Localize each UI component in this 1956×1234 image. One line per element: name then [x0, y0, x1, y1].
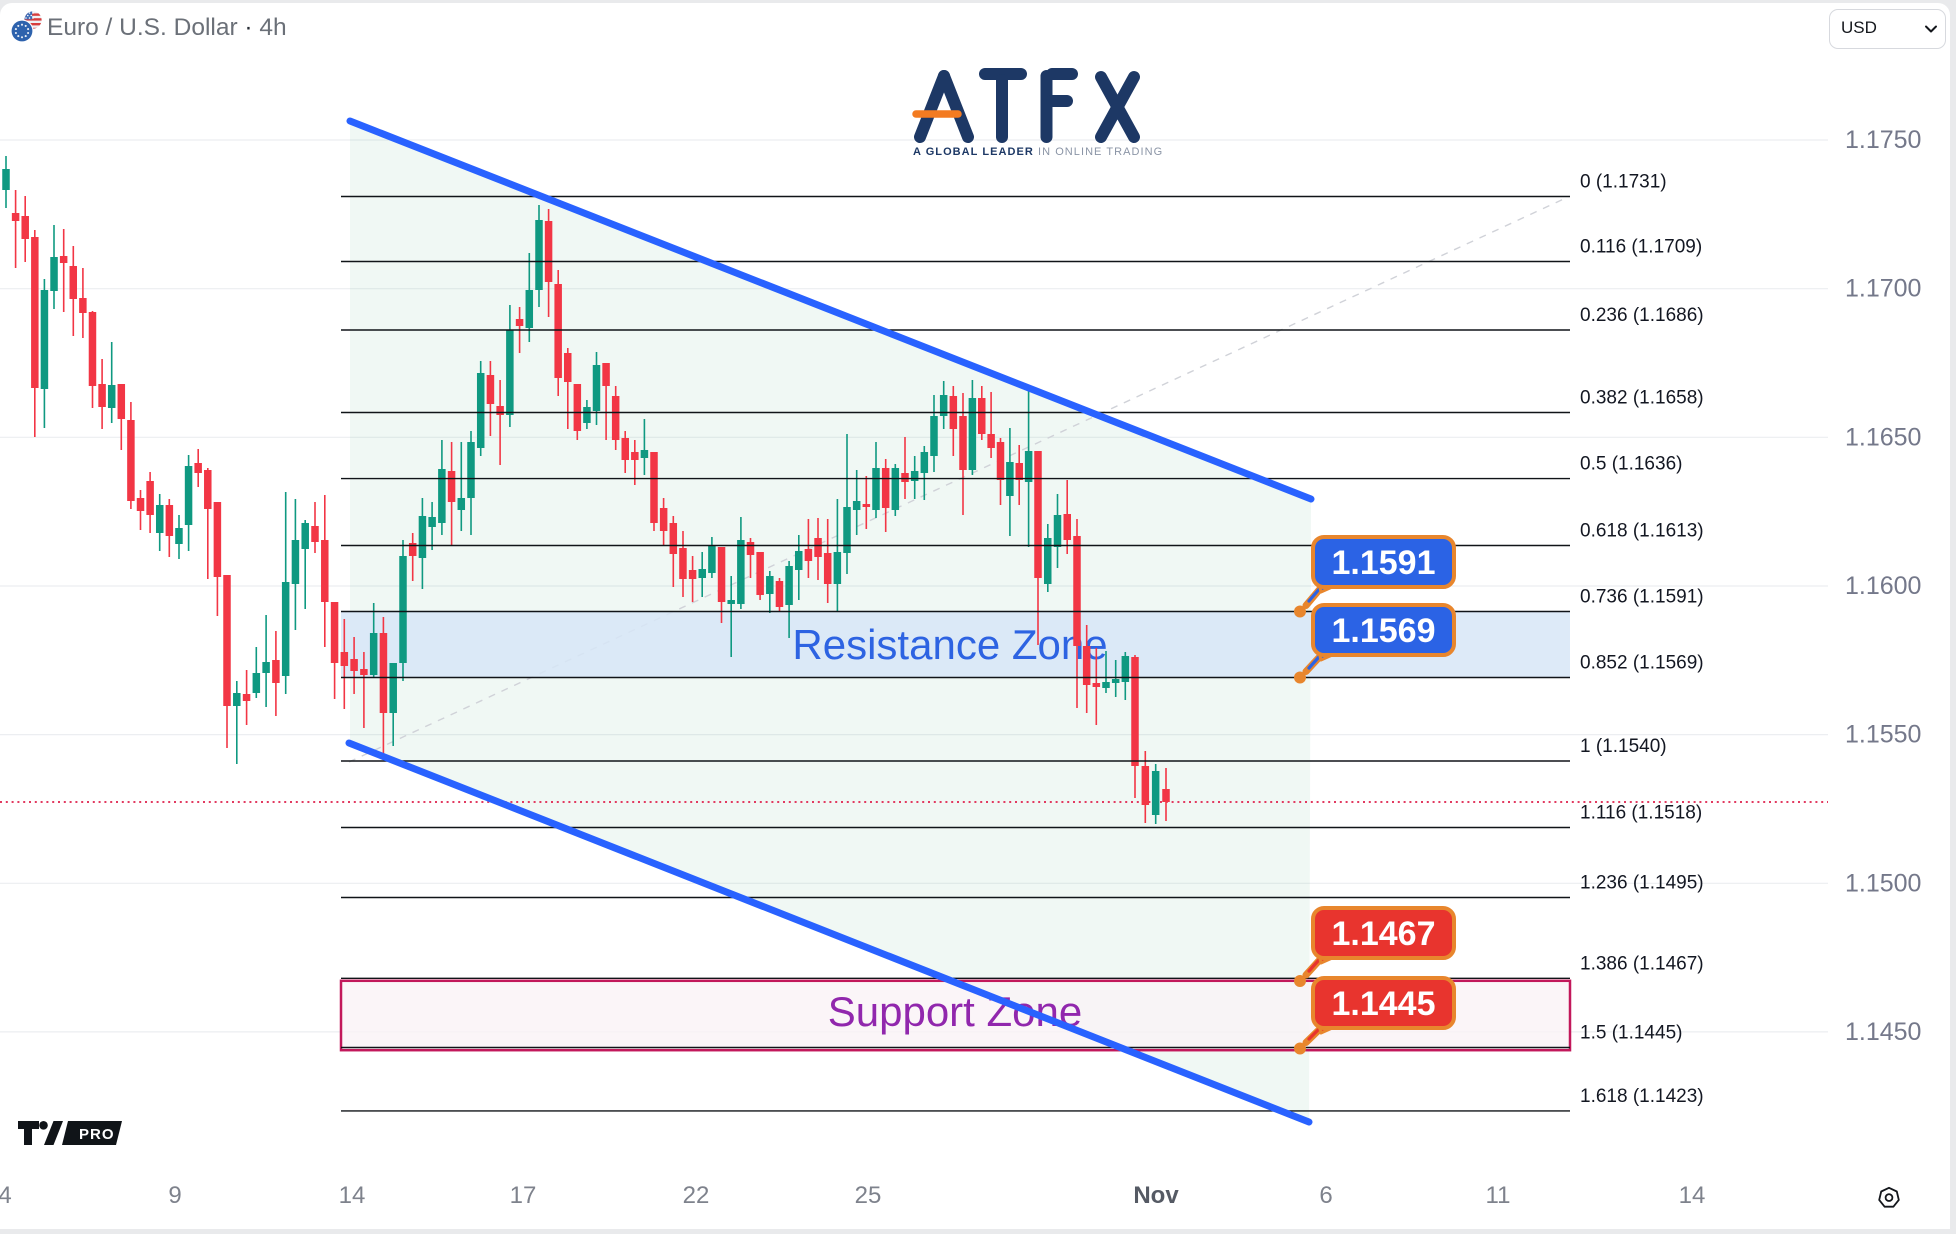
- svg-text:9: 9: [168, 1182, 181, 1209]
- svg-text:22: 22: [683, 1182, 710, 1209]
- svg-text:1.1569: 1.1569: [1332, 612, 1436, 650]
- svg-text:1.618 (1.1423): 1.618 (1.1423): [1580, 1086, 1704, 1107]
- svg-text:6: 6: [1319, 1182, 1332, 1209]
- svg-text:1.1500: 1.1500: [1845, 869, 1921, 897]
- svg-text:Support Zone: Support Zone: [828, 988, 1083, 1035]
- svg-text:PRO: PRO: [79, 1126, 115, 1143]
- svg-text:Nov: Nov: [1133, 1182, 1179, 1209]
- svg-text:1.116 (1.1518): 1.116 (1.1518): [1580, 803, 1702, 824]
- svg-text:1.1550: 1.1550: [1845, 721, 1921, 749]
- svg-text:1.5 (1.1445): 1.5 (1.1445): [1580, 1023, 1682, 1044]
- svg-text:14: 14: [1679, 1182, 1706, 1209]
- svg-text:1.1700: 1.1700: [1845, 275, 1921, 303]
- svg-text:0.116 (1.1709): 0.116 (1.1709): [1580, 237, 1702, 258]
- svg-text:1.1445: 1.1445: [1332, 985, 1436, 1023]
- svg-text:0.852 (1.1569): 0.852 (1.1569): [1580, 653, 1704, 674]
- svg-text:14: 14: [339, 1182, 366, 1209]
- svg-text:0.236 (1.1686): 0.236 (1.1686): [1580, 305, 1704, 326]
- svg-text:1.1467: 1.1467: [1332, 915, 1436, 953]
- svg-text:1.1600: 1.1600: [1845, 572, 1921, 600]
- svg-text:1 (1.1540): 1 (1.1540): [1580, 736, 1667, 757]
- svg-text:25: 25: [855, 1182, 882, 1209]
- svg-text:11: 11: [1486, 1182, 1511, 1209]
- svg-text:1.1591: 1.1591: [1332, 544, 1436, 582]
- svg-text:Resistance Zone: Resistance Zone: [792, 621, 1107, 668]
- svg-text:1.386 (1.1467): 1.386 (1.1467): [1580, 953, 1704, 974]
- svg-text:17: 17: [510, 1182, 537, 1209]
- svg-text:1.1750: 1.1750: [1845, 126, 1921, 154]
- svg-text:1.236 (1.1495): 1.236 (1.1495): [1580, 873, 1704, 894]
- svg-text:0 (1.1731): 0 (1.1731): [1580, 172, 1667, 193]
- svg-text:0.736 (1.1591): 0.736 (1.1591): [1580, 587, 1704, 608]
- svg-text:1.1450: 1.1450: [1845, 1018, 1921, 1046]
- svg-text:1.1650: 1.1650: [1845, 423, 1921, 451]
- svg-text:0.382 (1.1658): 0.382 (1.1658): [1580, 388, 1704, 409]
- svg-text:0.618 (1.1613): 0.618 (1.1613): [1580, 521, 1704, 542]
- svg-text:0.5 (1.1636): 0.5 (1.1636): [1580, 454, 1682, 475]
- svg-text:4: 4: [0, 1182, 12, 1209]
